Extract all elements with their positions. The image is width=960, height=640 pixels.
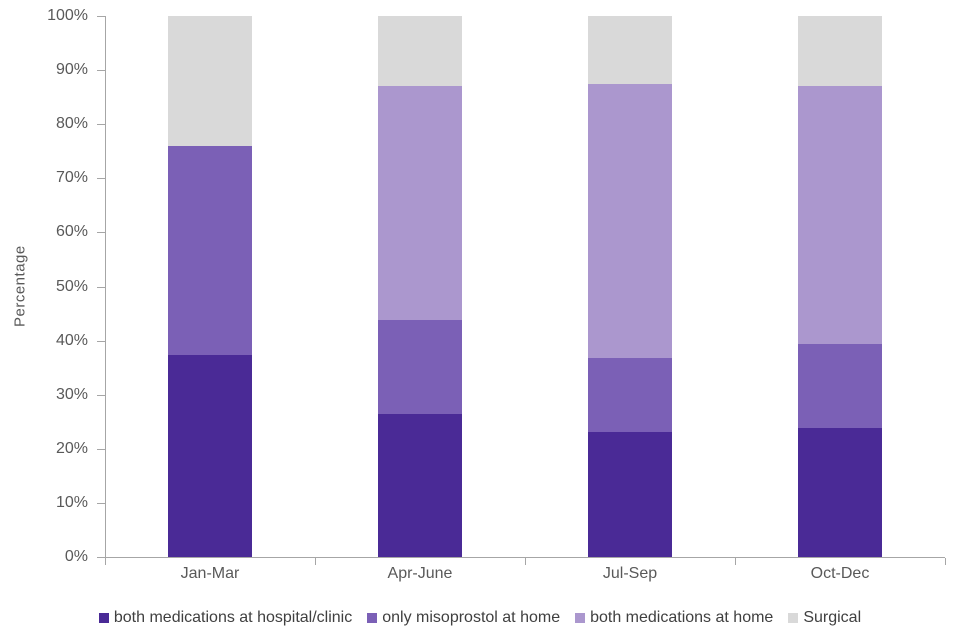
y-tick-label: 70%	[55, 169, 88, 187]
y-tick-mark	[97, 340, 105, 342]
bar-segment-surgical	[378, 16, 462, 87]
bar-jul-sep	[588, 16, 672, 557]
bar-segment-only-misoprostol-at-home	[168, 145, 252, 356]
category-cell	[105, 16, 315, 557]
y-tick-mark	[97, 557, 105, 558]
bar-segment-only-misoprostol-at-home	[798, 343, 882, 429]
y-tick-label: 60%	[55, 223, 88, 241]
x-axis-line	[97, 557, 945, 558]
x-axis-label: Jan-Mar	[180, 565, 240, 582]
x-tick-mark	[945, 558, 946, 565]
y-tick-mark	[97, 16, 105, 17]
bar-apr-june	[378, 16, 462, 557]
y-tick-area: 0% 10% 20% 30% 40% 50% 60% 70% 80% 90% 100%	[0, 7, 88, 565]
y-tick-mark	[97, 232, 105, 234]
category-cell	[735, 16, 945, 557]
y-tick-label: 30%	[55, 385, 88, 403]
bar-segment-both-medications-at-home	[378, 86, 462, 321]
legend-label: both medications at hospital/clinic	[113, 609, 353, 626]
y-tick-label: 80%	[55, 115, 88, 133]
legend-swatch-icon	[788, 613, 799, 623]
bar-segment-surgical	[798, 16, 882, 87]
category-cell	[315, 16, 525, 557]
bar-segment-only-misoprostol-at-home	[378, 320, 462, 415]
bar-segment-both-medications-at-home	[798, 86, 882, 344]
y-tick-mark	[97, 286, 105, 288]
bar-oct-dec	[798, 16, 882, 557]
legend-swatch-icon	[575, 613, 586, 623]
y-tick-label: 0%	[64, 548, 88, 565]
legend-label: Surgical	[803, 609, 862, 626]
y-tick-label: 50%	[55, 277, 88, 295]
bar-segment-both-medications-at-hospital-clinic	[378, 414, 462, 557]
bar-segment-both-medications-at-hospital-clinic	[168, 355, 252, 557]
y-tick-mark	[97, 502, 105, 504]
legend-item-both-medications-at-home: both medications at home	[575, 609, 773, 627]
x-tick-mark	[315, 558, 316, 565]
x-tick-mark	[735, 558, 736, 565]
y-tick-mark	[97, 448, 105, 450]
y-tick-label: 100%	[47, 7, 88, 24]
y-tick-label: 20%	[55, 439, 88, 457]
bar-segment-both-medications-at-hospital-clinic	[588, 431, 672, 557]
bar-jan-mar	[168, 16, 252, 557]
category-cell	[525, 16, 735, 557]
x-axis-label: Oct-Dec	[810, 565, 870, 582]
bar-segment-both-medications-at-hospital-clinic	[798, 428, 882, 557]
y-tick-label: 10%	[55, 493, 88, 511]
legend-swatch-icon	[367, 613, 378, 623]
bar-segment-surgical	[168, 16, 252, 146]
legend-swatch-icon	[98, 613, 109, 623]
y-tick-mark	[97, 394, 105, 396]
legend-item-surgical: Surgical	[788, 609, 861, 627]
x-axis-labels: Jan-Mar Apr-June Jul-Sep Oct-Dec	[105, 565, 945, 583]
x-tick-mark	[105, 558, 106, 565]
bar-segment-only-misoprostol-at-home	[588, 357, 672, 432]
x-axis-label: Jul-Sep	[602, 565, 658, 582]
y-axis-line	[105, 16, 106, 558]
y-tick-label: 90%	[55, 61, 88, 79]
legend-label: only misoprostol at home	[382, 609, 561, 626]
legend: both medications at hospital/clinic only …	[0, 606, 960, 630]
x-tick-mark	[525, 558, 526, 565]
y-tick-mark	[97, 124, 105, 126]
bar-segment-surgical	[588, 16, 672, 85]
legend-label: both medications at home	[590, 609, 774, 626]
bar-segment-both-medications-at-home	[588, 84, 672, 358]
legend-item-both-medications-at-hospital-clinic: both medications at hospital/clinic	[98, 609, 353, 627]
legend-item-only-misoprostol-at-home: only misoprostol at home	[367, 609, 560, 627]
x-axis-label: Apr-June	[387, 565, 453, 582]
y-tick-mark	[97, 70, 105, 72]
plot-area	[105, 16, 945, 557]
y-tick-label: 40%	[55, 331, 88, 349]
y-tick-mark	[97, 178, 105, 180]
